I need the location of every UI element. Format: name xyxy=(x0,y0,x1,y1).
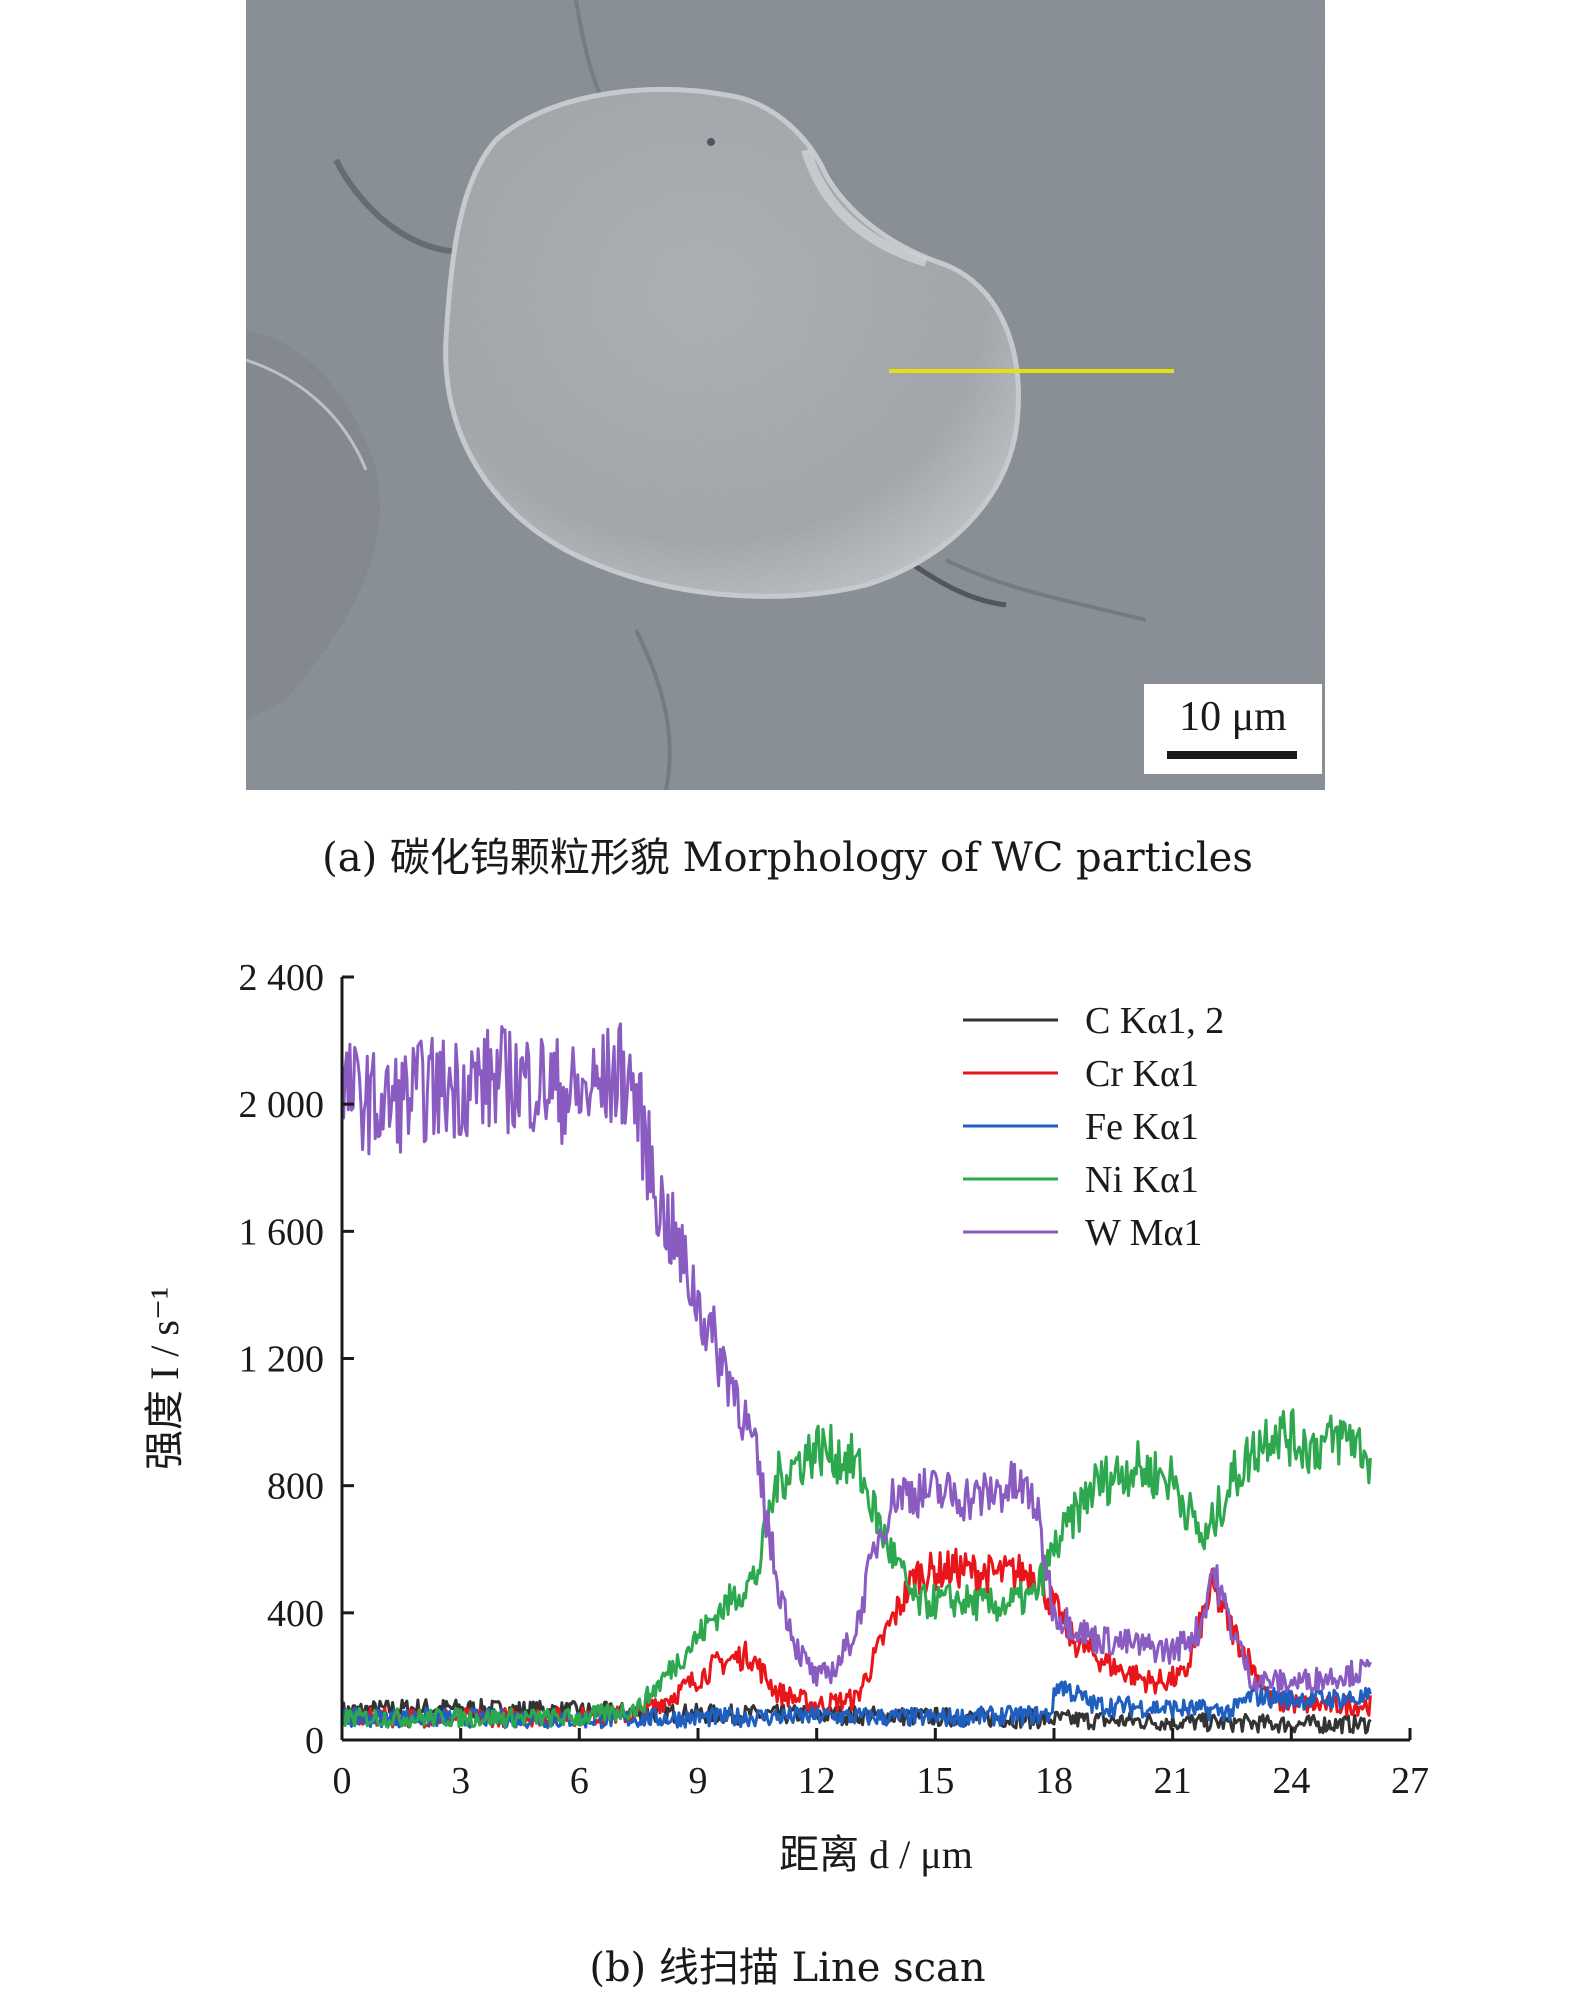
x-tick-label: 3 xyxy=(451,1760,470,1802)
x-tick-label: 24 xyxy=(1272,1760,1310,1802)
series-line-2 xyxy=(340,1680,1372,1730)
legend-label: W Mα1 xyxy=(1085,1212,1202,1254)
x-tick-label: 27 xyxy=(1391,1760,1429,1802)
axes: 0 3 6 9 12 15 18 21 24 27 0 400 800 1 200 1 600 2 000 2 … xyxy=(142,957,1429,1877)
legend-label: Ni Kα1 xyxy=(1085,1159,1199,1201)
x-tick-label: 12 xyxy=(798,1760,836,1802)
y-tick-label: 2 400 xyxy=(239,957,325,999)
y-axis-title: 强度 I / s⁻¹ xyxy=(142,1287,187,1470)
x-tick-label: 18 xyxy=(1035,1760,1073,1802)
y-tick-label: 0 xyxy=(305,1720,324,1762)
y-tick-label: 1 600 xyxy=(239,1211,325,1253)
legend: C Kα1, 2 Cr Kα1 Fe Kα1 Ni Kα1 W Mα1 xyxy=(963,1000,1224,1254)
y-tick-label: 1 200 xyxy=(239,1339,325,1381)
scale-bar: 10 μm xyxy=(1144,684,1322,774)
plot-area xyxy=(340,1022,1372,1735)
series-line-3 xyxy=(340,1408,1372,1729)
x-axis-title: 距离 d / μm xyxy=(779,1832,973,1877)
sem-micrograph: 10 μm xyxy=(246,0,1325,790)
y-tick-label: 800 xyxy=(267,1466,324,1508)
x-tick-label: 0 xyxy=(333,1760,352,1802)
legend-label: C Kα1, 2 xyxy=(1085,1000,1224,1042)
caption-panel-b: (b) 线扫描 Line scan xyxy=(589,1945,986,1991)
series-line-4 xyxy=(340,1022,1372,1694)
scale-bar-label: 10 μm xyxy=(1179,694,1287,740)
y-tick-label: 400 xyxy=(267,1593,324,1635)
x-tick-label: 6 xyxy=(570,1760,589,1802)
x-tick-label: 21 xyxy=(1154,1760,1192,1802)
x-tick-label: 15 xyxy=(916,1760,954,1802)
x-tick-label: 9 xyxy=(689,1760,708,1802)
caption-panel-a: (a) 碳化钨颗粒形貌 Morphology of WC particles xyxy=(322,835,1253,881)
legend-label: Cr Kα1 xyxy=(1085,1053,1199,1095)
legend-label: Fe Kα1 xyxy=(1085,1106,1199,1148)
y-tick-label: 2 000 xyxy=(239,1084,325,1126)
line-scan-chart: 0 3 6 9 12 15 18 21 24 27 0 400 800 1 200 1 600 2 000 2 … xyxy=(142,957,1429,1877)
